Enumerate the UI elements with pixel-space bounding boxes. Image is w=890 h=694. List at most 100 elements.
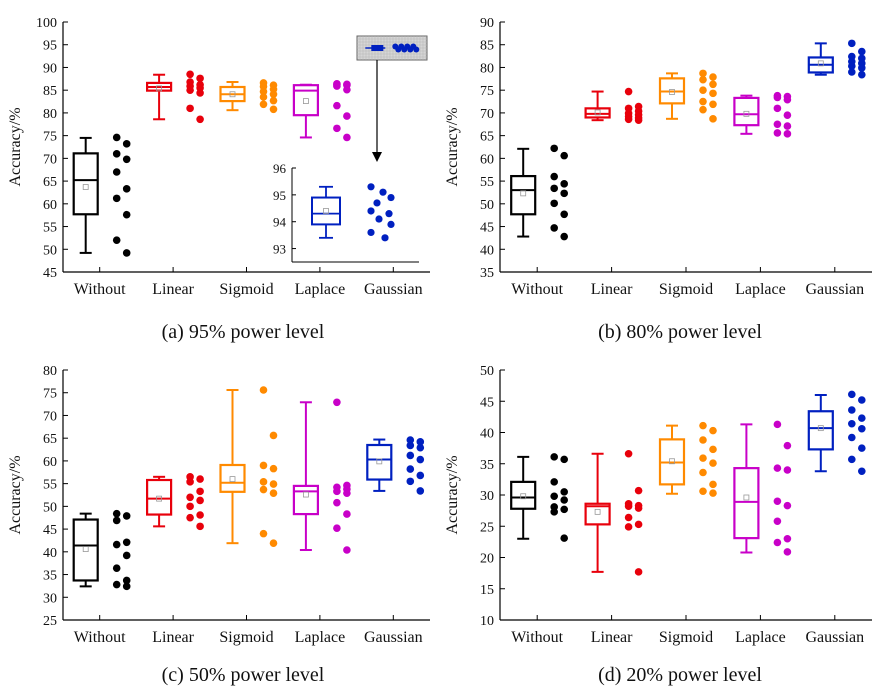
data-point: [112, 580, 121, 589]
data-point: [773, 420, 782, 429]
data-point: [112, 150, 121, 158]
box-mean-marker: [82, 184, 89, 190]
y-tick-label: 80: [43, 364, 57, 379]
data-point: [624, 523, 633, 531]
box-iqr: [807, 410, 834, 451]
y-tick-label: 20: [480, 552, 494, 567]
data-point: [624, 115, 633, 124]
data-point: [783, 111, 792, 119]
data-point: [259, 100, 268, 109]
box-series-linear: [146, 70, 204, 124]
data-point: [259, 87, 268, 96]
data-point: [416, 487, 425, 495]
y-tick-label: 70: [43, 409, 57, 424]
y-tick-label: 55: [480, 175, 494, 190]
box-mean-marker: [743, 110, 750, 117]
y-tick-label: 35: [43, 569, 57, 584]
box-iqr: [219, 463, 246, 493]
box-mean-marker: [520, 190, 527, 197]
data-point: [122, 576, 131, 585]
data-point: [333, 524, 341, 532]
data-point: [783, 548, 792, 556]
inset-highlight-box: [371, 45, 384, 51]
box-mean-marker: [82, 546, 89, 552]
data-point: [333, 398, 341, 407]
x-tick-label: Linear: [591, 629, 633, 646]
panel-d: (d) 20% power level 10 15 20 25 30 35 40 45 50 Ac…: [444, 364, 872, 686]
data-point: [343, 489, 351, 497]
box-series-sigmoid: [219, 386, 278, 547]
data-point: [333, 487, 341, 496]
y-tick-label: 35: [480, 458, 494, 473]
inset-arrow-head: [372, 152, 382, 162]
y-tick-label: 80: [43, 107, 57, 122]
data-point: [858, 64, 866, 72]
y-tick-label: 60: [480, 152, 494, 167]
data-point: [343, 112, 351, 120]
data-point: [848, 406, 856, 414]
y-tick-label: 50: [43, 243, 57, 258]
box-mean-marker: [817, 60, 824, 67]
box-mean-marker: [520, 493, 527, 500]
data-point: [112, 133, 121, 142]
y-tick-label: 40: [480, 427, 494, 442]
x-tick-label: Gaussian: [805, 629, 864, 646]
data-point: [196, 115, 204, 124]
data-point: [773, 104, 782, 113]
x-tick-label: Without: [74, 629, 126, 646]
x-tick-label: Without: [74, 281, 126, 298]
y-tick-label: 70: [480, 107, 494, 122]
x-tick-label: Laplace: [295, 281, 346, 298]
data-point: [709, 73, 717, 81]
panel-c-caption: (c) 50% power level: [162, 664, 325, 686]
data-point: [848, 433, 856, 442]
y-tick-label: 70: [43, 152, 57, 167]
data-point: [699, 468, 707, 477]
box-series-laplace: [733, 91, 792, 138]
data-point: [269, 96, 278, 105]
box-series-linear: [146, 473, 204, 531]
data-point: [406, 451, 415, 460]
y-tick-label: 55: [43, 221, 57, 236]
x-tick-label: Gaussian: [364, 629, 423, 646]
y-tick-label: 10: [480, 614, 494, 629]
data-point: [624, 502, 633, 511]
data-point: [773, 120, 782, 129]
data-point: [196, 89, 204, 97]
inset-highlight-dot: [413, 46, 420, 53]
y-tick-label: 80: [480, 61, 494, 76]
y-tick-label: 15: [480, 583, 494, 598]
y-tick-label: 45: [43, 523, 57, 538]
data-point: [186, 70, 194, 79]
data-point: [186, 513, 194, 522]
box-mean-marker: [376, 458, 383, 465]
y-tick-label: 50: [480, 364, 494, 379]
data-point: [848, 68, 856, 76]
data-point: [773, 129, 782, 137]
data-point: [634, 520, 643, 529]
data-point: [560, 189, 568, 198]
panel-d-caption: (d) 20% power level: [598, 664, 762, 686]
data-point: [406, 436, 415, 444]
data-point: [783, 466, 792, 474]
y-tick-label: 45: [480, 221, 494, 236]
data-point: [709, 445, 717, 454]
data-point: [112, 564, 121, 572]
data-point: [196, 522, 204, 531]
data-point: [783, 130, 792, 138]
box-series-without: [510, 453, 568, 542]
data-point: [783, 441, 792, 450]
inset-highlight: [356, 35, 428, 61]
data-point: [858, 70, 866, 79]
data-point: [343, 133, 351, 142]
data-point: [259, 93, 268, 101]
data-point: [186, 493, 194, 502]
box-iqr: [733, 96, 760, 127]
y-tick-label: 75: [43, 387, 57, 402]
inset-data-point: [367, 228, 375, 237]
data-point: [709, 80, 717, 89]
data-point: [269, 489, 278, 497]
data-point: [550, 199, 558, 208]
data-point: [560, 180, 568, 188]
data-point: [550, 478, 558, 486]
